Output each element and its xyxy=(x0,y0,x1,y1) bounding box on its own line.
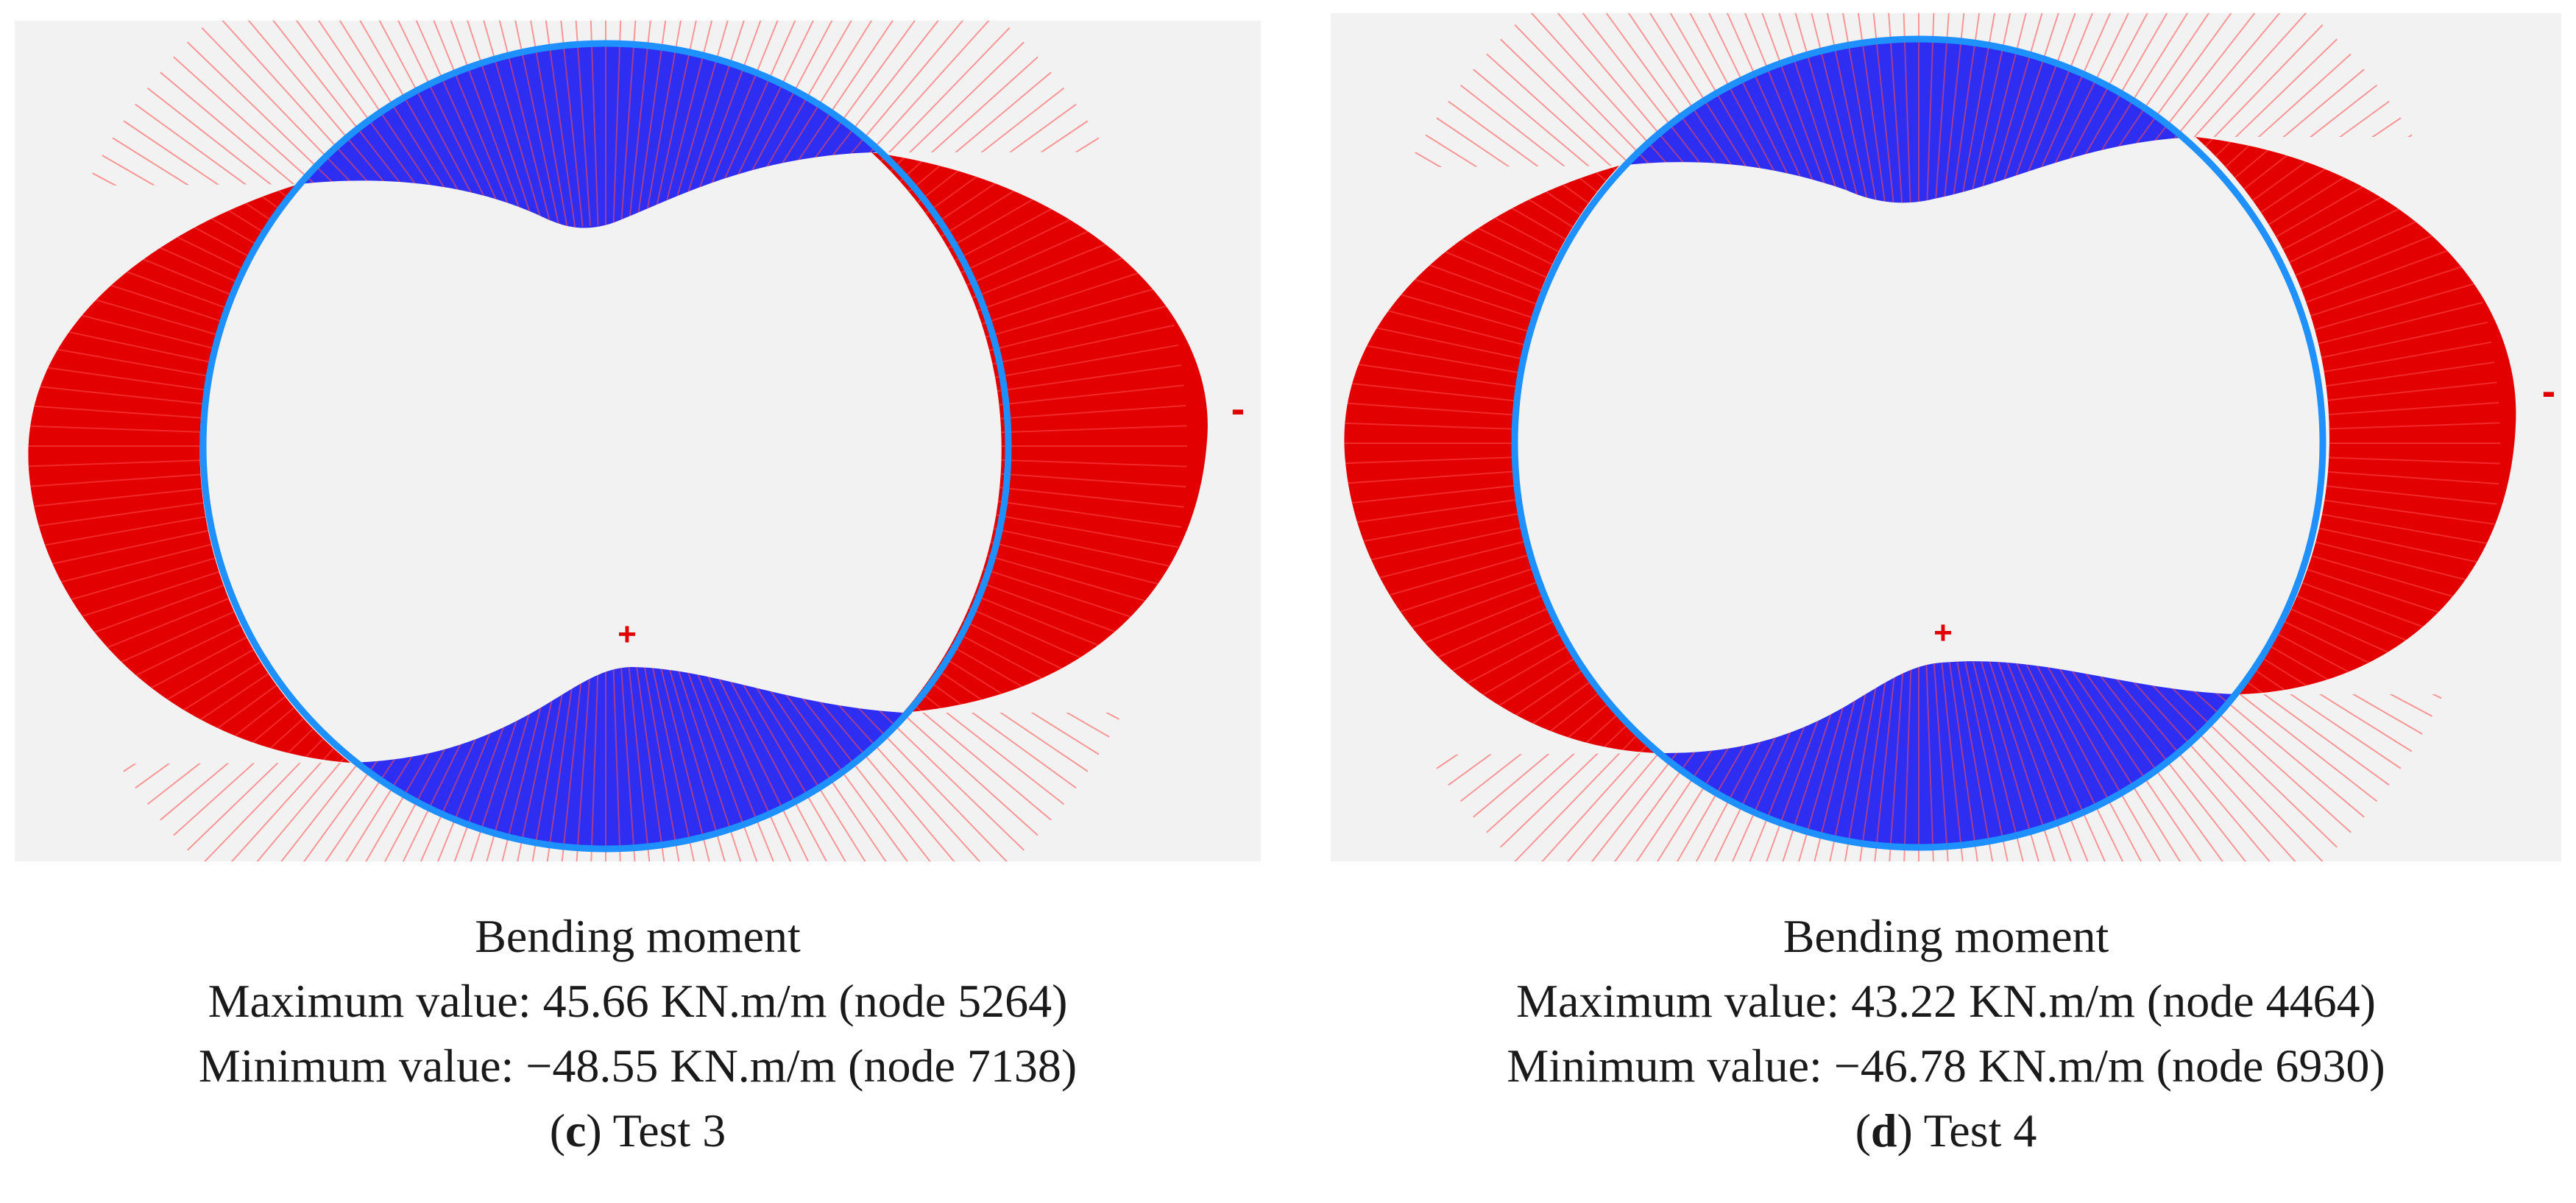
bending-moment-diagram-d: + - xyxy=(1337,13,2556,861)
caption-max-value: Maximum value: 45.66 KN.m/m (node 5264) xyxy=(208,975,1068,1027)
negative-moment-lobes xyxy=(28,152,1208,763)
caption-title: Bending moment xyxy=(1783,910,2109,962)
diagram-panel-test-4: + - xyxy=(1331,13,2561,861)
caption-label: (d) Test 4 xyxy=(1855,1104,2037,1157)
diagram-panel-test-3: + - xyxy=(15,21,1261,861)
caption-min-value: Minimum value: −46.78 KN.m/m (node 6930) xyxy=(1507,1040,2385,1092)
negative-lobe-left xyxy=(28,184,350,763)
positive-sign-marker: + xyxy=(1933,615,1953,651)
caption-label-letter: c xyxy=(565,1104,587,1157)
caption-label: (c) Test 3 xyxy=(549,1104,726,1157)
negative-sign-marker: - xyxy=(1231,385,1245,431)
caption-test-3: Bending moment Maximum value: 45.66 KN.m… xyxy=(15,904,1261,1163)
structure-ring xyxy=(1511,35,2326,851)
caption-test-4: Bending moment Maximum value: 43.22 KN.m… xyxy=(1331,904,2561,1163)
caption-title: Bending moment xyxy=(475,910,801,962)
negative-sign-marker: - xyxy=(2542,367,2556,414)
negative-lobe-left xyxy=(1344,166,1662,753)
caption-min-value: Minimum value: −48.55 KN.m/m (node 7138) xyxy=(198,1040,1078,1092)
positive-region-top xyxy=(203,43,1008,228)
negative-moment-lobes xyxy=(1344,137,2516,753)
negative-lobe-right xyxy=(871,152,1208,713)
positive-sign-marker: + xyxy=(618,616,637,652)
caption-label-letter: d xyxy=(1870,1104,1897,1157)
bending-moment-diagram-c: + - xyxy=(24,21,1245,861)
negative-lobe-right xyxy=(2195,137,2516,694)
structure-ring xyxy=(199,40,1012,853)
caption-max-value: Maximum value: 43.22 KN.m/m (node 4464) xyxy=(1516,975,2376,1027)
